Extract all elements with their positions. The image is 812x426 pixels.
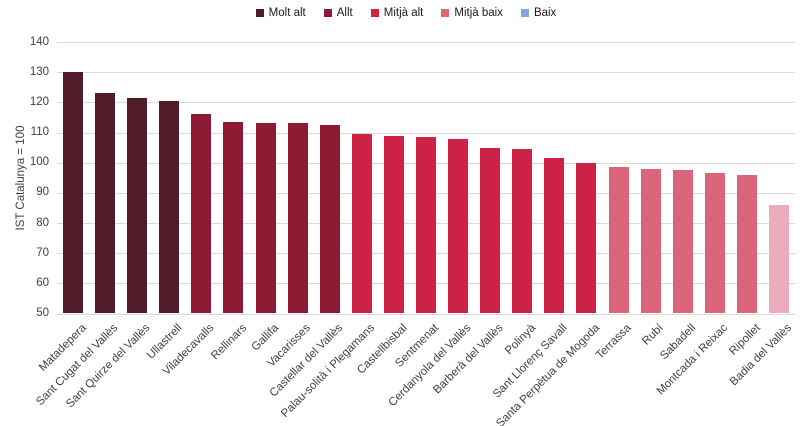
- chart-legend: Molt alt Allt Mitjà alt Mitjà baix Baix: [0, 7, 812, 19]
- bar-matadepera: [63, 72, 84, 314]
- bar-cerdanyola-del-valles: [448, 138, 469, 314]
- bar-ripollet: [736, 174, 757, 314]
- bar-santa-perpetua-de-mogoda: [576, 162, 597, 314]
- bar-viladecavalls: [191, 114, 212, 314]
- bar-rubi: [640, 168, 661, 314]
- x-label-rubi: Rubí: [640, 321, 667, 348]
- legend-swatch-baix: [520, 9, 529, 17]
- bar-sant-cugat-del-valles: [95, 93, 116, 314]
- gridline-140: [57, 42, 795, 43]
- bar-gallifa: [255, 123, 276, 314]
- y-tick-90: 90: [36, 186, 49, 199]
- x-label-rellinars: Rellinars: [208, 321, 249, 362]
- bar-castellar-del-valles: [319, 124, 340, 314]
- y-tick-80: 80: [36, 216, 49, 229]
- bar-sant-llorenc-savall: [544, 158, 565, 314]
- y-tick-100: 100: [29, 156, 49, 169]
- y-tick-50: 50: [36, 307, 49, 319]
- legend-label: Mitjà alt: [383, 7, 424, 19]
- bar-castellbisbal: [383, 135, 404, 314]
- y-tick-120: 120: [29, 95, 49, 108]
- legend-label: Molt alt: [268, 7, 306, 19]
- legend-label: Baix: [533, 7, 557, 19]
- y-tick-70: 70: [36, 246, 49, 259]
- y-tick-130: 130: [29, 65, 49, 78]
- legend-swatch-mitja-alt: [370, 9, 379, 17]
- y-tick-60: 60: [36, 276, 49, 289]
- legend-item-mitja-baix: Mitjà baix: [441, 7, 503, 19]
- y-axis-title: IST Catalunya = 100: [15, 125, 27, 231]
- legend-swatch-mitja-baix: [441, 9, 450, 17]
- bar-vacarisses: [287, 123, 308, 314]
- bar-ullastrell: [159, 100, 180, 314]
- gridline-130: [57, 72, 795, 74]
- legend-label: Mitjà baix: [454, 7, 503, 19]
- bar-sentmenat: [416, 137, 436, 314]
- gridline-50: [57, 313, 795, 315]
- gridline-110: [57, 132, 795, 134]
- y-tick-140: 140: [29, 35, 49, 48]
- bar-sabadell: [672, 170, 693, 314]
- legend-swatch-allt: [323, 9, 332, 17]
- bar-terrassa: [608, 167, 629, 314]
- legend-item-mitja-alt: Mitjà alt: [370, 7, 424, 19]
- bar-barbera-del-valles: [480, 147, 501, 314]
- bar-palau-solita-i-plegamans: [351, 134, 372, 314]
- y-tick-110: 110: [30, 126, 49, 138]
- legend-item-molt-alt: Molt alt: [255, 7, 306, 19]
- legend-item-baix: Baix: [520, 7, 557, 19]
- legend-item-allt: Allt: [323, 7, 353, 19]
- bar-polinya: [512, 149, 533, 314]
- bar-badia-del-valles: [768, 204, 789, 314]
- bar-rellinars: [223, 121, 244, 314]
- legend-label: Allt: [336, 7, 353, 19]
- bar-sant-quirze-del-valles: [127, 97, 148, 314]
- gridline-120: [57, 102, 795, 104]
- legend-swatch-molt-alt: [255, 9, 264, 17]
- bar-montcada-i-reixac: [704, 173, 725, 314]
